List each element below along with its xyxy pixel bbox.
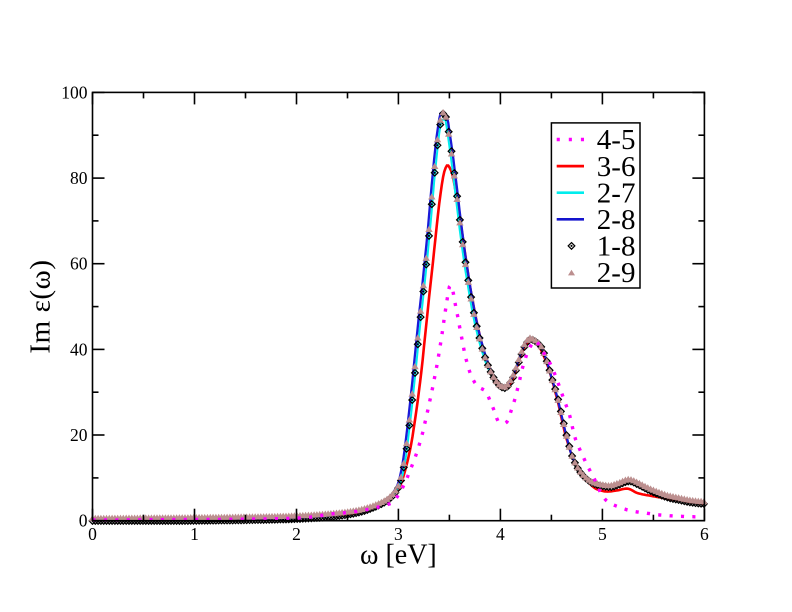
svg-text:2-8: 2-8	[597, 204, 636, 236]
svg-text:3-6: 3-6	[597, 151, 636, 183]
svg-text:0: 0	[88, 524, 97, 544]
svg-text:2-7: 2-7	[597, 177, 636, 209]
svg-text:4: 4	[496, 524, 505, 544]
svg-text:40: 40	[70, 339, 88, 359]
svg-text:60: 60	[70, 254, 88, 274]
svg-text:4-5: 4-5	[597, 124, 636, 156]
svg-text:80: 80	[70, 168, 88, 188]
svg-text:20: 20	[70, 425, 88, 445]
svg-text:2-9: 2-9	[597, 257, 636, 289]
svg-text:2: 2	[292, 524, 301, 544]
svg-text:ω [eV]: ω [eV]	[360, 540, 437, 571]
svg-text:6: 6	[700, 524, 709, 544]
svg-text:3: 3	[394, 524, 403, 544]
svg-text:0: 0	[79, 511, 88, 531]
svg-text:1-8: 1-8	[597, 231, 636, 263]
svg-text:5: 5	[598, 524, 607, 544]
svg-text:100: 100	[61, 82, 88, 102]
svg-text:Im ε(ω): Im ε(ω)	[25, 259, 57, 353]
svg-text:1: 1	[190, 524, 199, 544]
